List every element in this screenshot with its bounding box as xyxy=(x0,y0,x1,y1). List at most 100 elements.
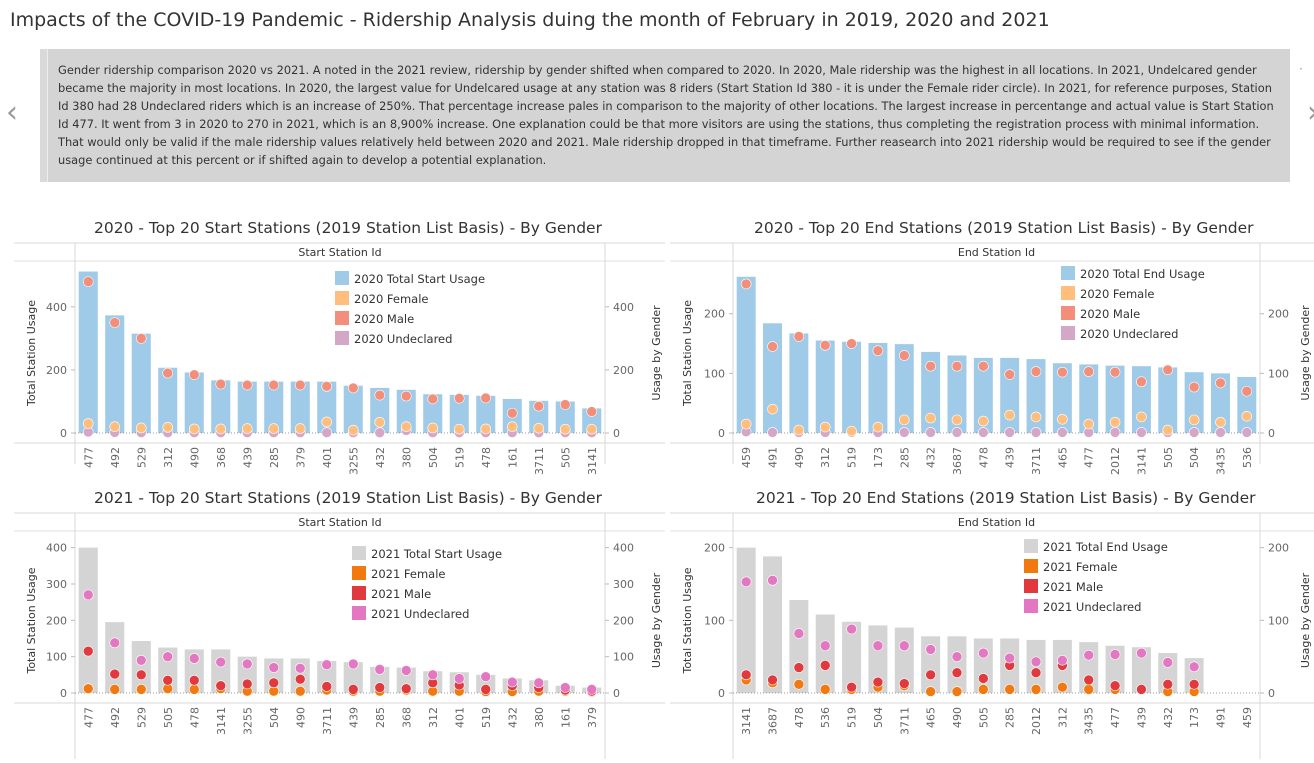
legend-label: 2020 Undeclared xyxy=(1080,327,1178,341)
dot-2021-undeclared-3255 xyxy=(241,658,253,670)
dot-2020-male-401 xyxy=(321,381,333,392)
dot-2020-female-432 xyxy=(374,416,386,428)
x-tick-label-477: 477 xyxy=(1109,707,1122,728)
dot-2021-female-492 xyxy=(109,684,121,695)
x-tick-label-379: 379 xyxy=(294,447,307,468)
y-tick-label-left: 400 xyxy=(46,301,67,314)
dot-2021-female-536 xyxy=(819,684,831,695)
x-tick-label-173: 173 xyxy=(872,447,885,468)
dot-2020-male-505 xyxy=(559,399,571,410)
dot-2020-male-161 xyxy=(506,407,518,419)
bar-379 xyxy=(290,381,310,433)
y-tick-label-right: 300 xyxy=(613,578,634,591)
x-tick-label-3141: 3141 xyxy=(215,707,228,735)
dot-2020-female-380 xyxy=(400,421,412,432)
dot-2021-male-3435 xyxy=(1083,674,1095,686)
y-tick-label-right: 200 xyxy=(613,364,634,377)
y-tick-label-left: 0 xyxy=(60,427,67,440)
dot-2021-undeclared-492 xyxy=(109,637,121,649)
dot-2020-undeclared-3687 xyxy=(951,427,963,438)
legend-swatch xyxy=(1061,306,1075,320)
dot-2020-female-432 xyxy=(925,412,936,424)
x-tick-label-368: 368 xyxy=(215,447,228,468)
dot-2021-male-490 xyxy=(294,673,306,685)
dot-2020-male-3435 xyxy=(1215,377,1226,389)
x-tick-label-477: 477 xyxy=(82,447,95,468)
dot-2021-male-3255 xyxy=(241,678,253,690)
bar-504 xyxy=(423,394,443,433)
bar-439 xyxy=(1131,647,1151,693)
y-tick-label-left: 0 xyxy=(718,427,725,440)
dot-2020-male-505 xyxy=(1162,364,1174,376)
bar-536 xyxy=(815,614,835,693)
chart-title-2021-start: 2021 - Top 20 Start Stations (2019 Stati… xyxy=(94,489,602,507)
x-tick-label-439: 439 xyxy=(241,447,254,468)
dot-2020-undeclared-432 xyxy=(374,427,386,438)
dot-2021-male-3687 xyxy=(767,674,778,686)
dot-2021-male-477 xyxy=(1109,680,1121,692)
dot-2020-undeclared-3141 xyxy=(1136,427,1147,438)
dot-2021-undeclared-432 xyxy=(506,676,518,688)
x-tick-label-477: 477 xyxy=(1083,447,1096,468)
dot-2021-male-3711 xyxy=(898,678,910,689)
dot-2021-male-504 xyxy=(268,677,280,689)
x-tick-label-161: 161 xyxy=(506,447,519,468)
dot-2021-female-478 xyxy=(188,684,200,695)
dot-2021-undeclared-3435 xyxy=(1083,649,1095,661)
dot-2020-female-536 xyxy=(1241,411,1253,422)
legend-label: 2021 Total End Usage xyxy=(1043,540,1168,554)
bar-504 xyxy=(868,625,888,693)
chevron-left-icon[interactable]: ‹ xyxy=(6,95,18,130)
bar-505 xyxy=(555,401,575,433)
x-tick-label-312: 312 xyxy=(162,447,175,468)
chart-2021-start-stations[interactable]: Start Station Id Total Station Usage Usage… xyxy=(14,512,665,763)
dot-2020-female-519 xyxy=(453,423,465,435)
dot-2021-undeclared-490 xyxy=(951,651,963,662)
x-tick-label-492: 492 xyxy=(109,707,122,728)
dot-2020-female-478 xyxy=(480,423,492,435)
legend-swatch xyxy=(352,546,366,560)
y-axis-title-left: Total Station Usage xyxy=(681,300,694,407)
x-tick-label-3255: 3255 xyxy=(241,707,254,735)
dot-2021-male-490 xyxy=(951,667,963,678)
dot-2021-male-505 xyxy=(162,674,174,686)
bar-432 xyxy=(921,351,941,433)
bar-3141 xyxy=(582,408,602,433)
dot-2021-undeclared-490 xyxy=(294,662,306,674)
chart-title-2021-end: 2021 - Top 20 End Stations (2019 Station… xyxy=(756,489,1256,507)
y-tick-label-left: 300 xyxy=(46,578,67,591)
x-tick-label-312: 312 xyxy=(1056,707,1069,728)
x-tick-label-285: 285 xyxy=(898,447,911,468)
dot-2020-female-529 xyxy=(135,422,147,434)
chevron-right-icon[interactable]: › xyxy=(1307,98,1314,128)
dot-2020-male-432 xyxy=(925,360,936,372)
dot-2020-male-312 xyxy=(162,367,174,379)
dot-2020-undeclared-478 xyxy=(978,427,989,438)
dot-2021-male-173 xyxy=(1188,678,1200,690)
x-tick-label-459: 459 xyxy=(740,447,753,468)
dot-2020-male-368 xyxy=(215,378,227,390)
x-tick-label-2012: 2012 xyxy=(1109,447,1122,475)
dot-2021-male-536 xyxy=(819,660,831,671)
y-tick-label-left: 200 xyxy=(704,308,725,321)
x-tick-label-3141: 3141 xyxy=(1135,447,1148,475)
chart-2021-end-stations[interactable]: End Station Id Total Station Usage Usage b… xyxy=(670,512,1314,763)
x-tick-label-519: 519 xyxy=(453,447,466,468)
y-tick-label-right: 0 xyxy=(613,427,620,440)
legend-swatch xyxy=(1024,599,1038,613)
y-tick-label-right: 100 xyxy=(1268,614,1289,627)
y-tick-label-left: 400 xyxy=(46,542,67,555)
chart-2020-end-stations[interactable]: End Station Id Total Station Usage Usage b… xyxy=(670,242,1314,475)
dot-2020-undeclared-465 xyxy=(1057,427,1068,438)
chart-2020-start-stations[interactable]: Start Station Id Total Station Usage Usage… xyxy=(14,242,665,475)
dot-2021-female-285 xyxy=(1004,684,1015,695)
bar-285 xyxy=(264,381,284,433)
bar-173 xyxy=(868,342,888,433)
dot-2020-female-477 xyxy=(1083,418,1095,430)
dot-2020-female-3255 xyxy=(347,424,359,436)
x-tick-label-478: 478 xyxy=(480,447,493,468)
dot-2020-male-439 xyxy=(1004,369,1015,380)
x-tick-label-505: 505 xyxy=(559,447,572,468)
legend-swatch xyxy=(335,311,349,325)
bar-519 xyxy=(842,341,862,433)
